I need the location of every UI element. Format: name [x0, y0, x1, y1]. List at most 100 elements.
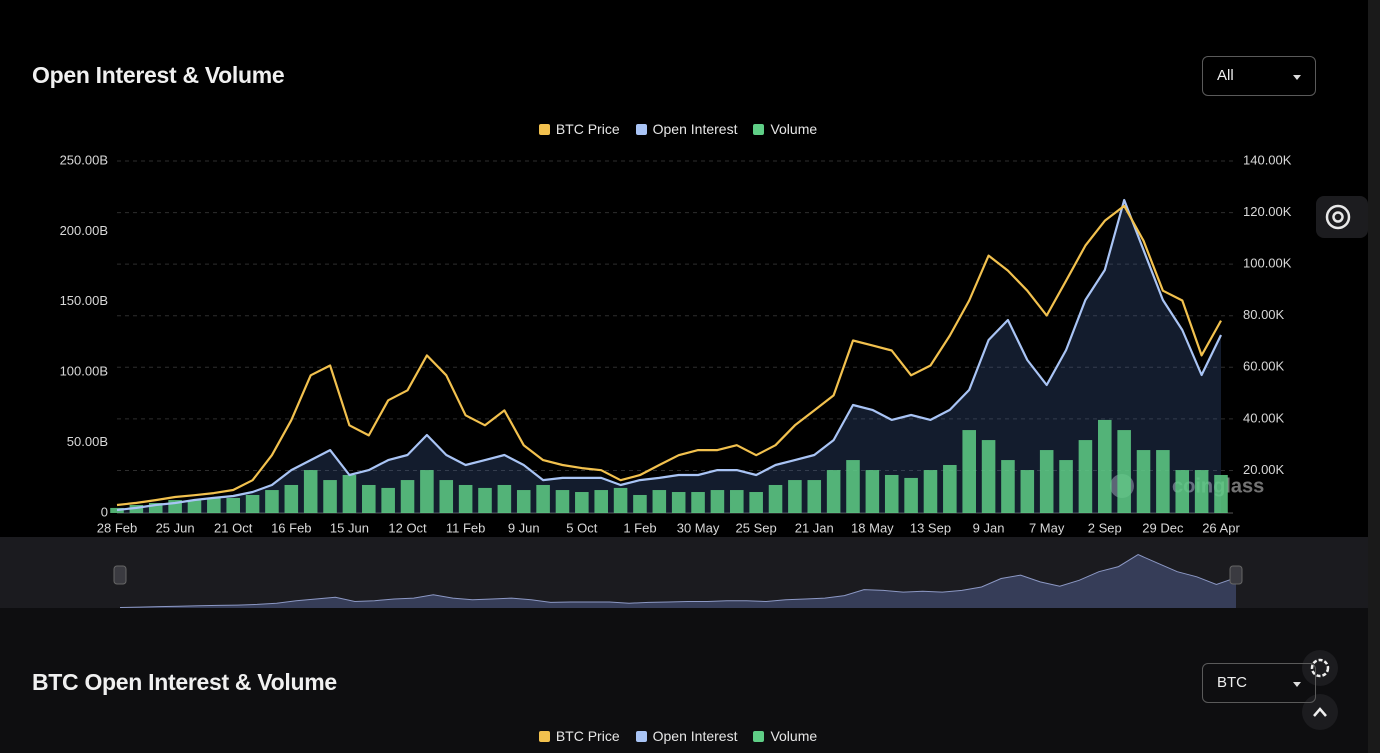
volume-bar	[788, 480, 802, 513]
target-icon	[1325, 204, 1351, 230]
series-line	[116, 204, 1222, 507]
y-tick-label: 250.00B	[60, 152, 108, 167]
y2-tick-label: 20.00K	[1243, 462, 1285, 477]
legend-swatch	[538, 730, 550, 742]
legend-item[interactable]: Volume	[753, 728, 817, 744]
legend-swatch	[753, 123, 765, 135]
x-tick-label: 21 Oct	[214, 520, 253, 535]
volume-bar	[148, 503, 163, 513]
x-tick-label: 15 Jun	[330, 520, 369, 535]
volume-bar	[226, 497, 240, 513]
volume-bar	[846, 460, 860, 513]
volume-bar	[1156, 450, 1170, 513]
y-tick-label: 0	[101, 504, 108, 519]
y2-tick-label: 100.00K	[1243, 256, 1292, 271]
x-tick-label: 7 May	[1029, 520, 1065, 535]
volume-bar	[1020, 470, 1035, 513]
volume-bar	[110, 507, 124, 513]
volume-bar	[245, 494, 260, 513]
legend: BTC Price Open Interest Volume	[0, 121, 1356, 137]
navigator-area	[120, 554, 1236, 608]
up-arrow-icon	[1313, 707, 1327, 717]
volume-bar	[749, 492, 763, 513]
scroll-top-button[interactable]	[1302, 694, 1338, 730]
range-dropdown[interactable]: All	[1202, 56, 1316, 96]
section-title: BTC Open Interest & Volume	[32, 669, 337, 695]
y2-tick-label: 140.00K	[1243, 152, 1292, 167]
x-tick-label: 9 Jun	[508, 520, 540, 535]
y2-tick-label: 40.00K	[1243, 410, 1285, 425]
volume-bar	[884, 474, 899, 513]
y2-tick-label: 120.00K	[1243, 204, 1292, 219]
legend-swatch	[635, 123, 647, 135]
coin-dropdown[interactable]: BTC	[1202, 663, 1316, 703]
legend-label: BTC Price	[555, 728, 620, 744]
volume-bar	[768, 484, 783, 513]
y2-tick-label: 80.00K	[1243, 307, 1285, 322]
series-line	[116, 198, 1222, 512]
y-tick-label: 100.00B	[60, 364, 108, 379]
volume-bar	[420, 470, 434, 513]
volume-bar	[981, 440, 996, 513]
legend-item[interactable]: BTC Price	[538, 728, 620, 744]
volume-bar	[652, 490, 667, 513]
x-tick-label: 21 Jan	[795, 520, 834, 535]
volume-bar	[458, 484, 473, 513]
legend-item[interactable]: Volume	[753, 121, 817, 137]
volume-bar	[865, 470, 880, 513]
volume-bar	[1175, 470, 1190, 513]
y-tick-label: 50.00B	[67, 434, 108, 449]
x-tick-label: 2 Sep	[1088, 520, 1122, 535]
volume-bar	[555, 490, 570, 513]
volume-bar	[187, 500, 202, 513]
dropdown-caret	[1293, 682, 1301, 687]
volume-bar	[1001, 460, 1015, 513]
legend-item[interactable]: BTC Price	[538, 121, 620, 137]
x-tick-label: 13 Sep	[910, 520, 951, 535]
dropdown-caret	[1293, 75, 1301, 80]
volume-bar	[284, 484, 299, 513]
volume-bar	[730, 490, 744, 513]
volume-bar	[1136, 450, 1151, 513]
volume-bar	[671, 492, 686, 513]
legend-item[interactable]: Open Interest	[635, 121, 737, 137]
volume-bar	[1059, 460, 1073, 513]
x-tick-label: 25 Sep	[736, 520, 777, 535]
x-tick-label: 30 May	[677, 520, 720, 535]
volume-bar	[1117, 430, 1131, 513]
volume-bar	[265, 490, 279, 513]
navigator-line	[119, 554, 1237, 608]
x-tick-label: 26 Apr	[1202, 520, 1240, 535]
volume-bar	[1194, 470, 1209, 513]
legend-swatch	[635, 730, 647, 742]
legend-label: Volume	[770, 121, 818, 137]
volume-bar	[594, 490, 608, 513]
y-tick-label: 200.00B	[60, 223, 108, 238]
navigator-handle[interactable]	[113, 565, 127, 585]
area-fill	[117, 200, 1221, 513]
navigator-handle[interactable]	[1229, 565, 1243, 585]
section-title: Open Interest & Volume	[32, 62, 285, 88]
volume-bar	[439, 480, 454, 513]
y2-tick-label: 60.00K	[1243, 359, 1285, 374]
volume-bar	[516, 490, 531, 513]
legend-label: Open Interest	[652, 728, 738, 744]
settings-button[interactable]	[1302, 650, 1338, 686]
target-icon	[1332, 211, 1344, 223]
x-tick-label: 25 Jun	[156, 520, 195, 535]
legend-label: Volume	[770, 728, 818, 744]
x-tick-label: 12 Oct	[388, 520, 427, 535]
x-tick-label: 9 Jan	[973, 520, 1005, 535]
scrollbar	[1368, 0, 1380, 753]
legend: BTC Price Open Interest Volume	[0, 728, 1356, 744]
volume-bar	[962, 430, 976, 513]
volume-bar	[923, 470, 938, 513]
volume-bar	[323, 480, 337, 513]
volume-bar	[575, 492, 589, 513]
legend-swatch	[538, 123, 550, 135]
legend-item[interactable]: Open Interest	[635, 728, 738, 744]
volume-bar	[536, 484, 550, 513]
volume-bar	[613, 487, 628, 513]
